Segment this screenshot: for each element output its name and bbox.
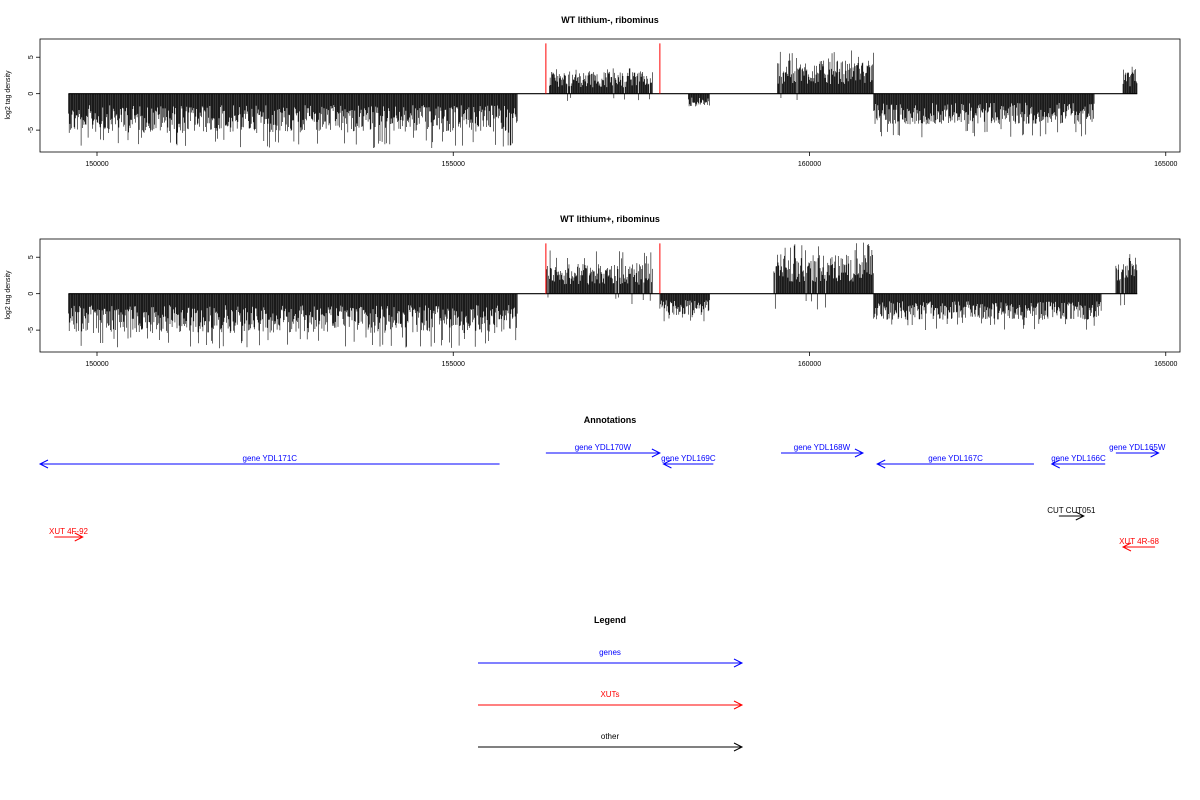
legend-title: Legend: [594, 615, 626, 625]
feature-arrow: [38, 459, 500, 469]
annotation-feature[interactable]: XUT 4F-92: [49, 527, 89, 542]
feature-label: gene YDL171C: [243, 454, 298, 463]
feature-label: gene YDL168W: [794, 443, 851, 452]
feature-arrow: [1058, 511, 1085, 521]
feature-arrow: [54, 532, 84, 542]
density-bar-series: [68, 50, 1138, 149]
feature-label: XUT 4R-68: [1119, 537, 1159, 546]
legend-arrow: [478, 742, 744, 752]
feature-arrow: [1121, 542, 1156, 552]
annotation-feature[interactable]: XUT 4R-68: [1119, 537, 1160, 552]
feature-arrow: [662, 459, 714, 469]
y-tick-label: 5: [28, 255, 35, 259]
feature-arrow: [876, 459, 1034, 469]
density-bars: [68, 242, 1138, 349]
plot-frame: [39, 38, 1181, 153]
legend-items: genes XUTs other: [478, 648, 744, 752]
x-tick-label: 160000: [798, 361, 821, 368]
x-tick-label: 160000: [798, 161, 821, 168]
legend-arrow: [478, 700, 744, 710]
panel-lithium-plus: WT lithium+, ribominus log2 tag density …: [5, 214, 1181, 368]
feature-arrow: [1115, 448, 1160, 458]
legend-label: other: [601, 732, 620, 741]
annotation-feature[interactable]: CUT CUT051: [1047, 506, 1096, 521]
x-tick-label: 150000: [85, 161, 108, 168]
x-tick-label: 165000: [1154, 161, 1177, 168]
feature-label: XUT 4F-92: [49, 527, 89, 536]
y-axis-label: log2 tag density: [5, 70, 12, 120]
legend-item-gene: genes: [478, 648, 744, 668]
panel-title: WT lithium+, ribominus: [560, 214, 660, 224]
feature-arrow: [1050, 459, 1106, 469]
legend-item-xut: XUTs: [478, 690, 744, 710]
y-axis-ticks: -5 0 5: [28, 255, 40, 333]
y-axis-label: log2 tag density: [5, 270, 12, 320]
y-tick-label: 0: [28, 292, 35, 296]
legend-label: XUTs: [600, 690, 619, 699]
feature-label: gene YDL166C: [1051, 454, 1106, 463]
annotation-feature[interactable]: gene YDL167C: [876, 454, 1034, 469]
panel-title: WT lithium-, ribominus: [561, 15, 659, 25]
legend-item-other: other: [478, 732, 744, 752]
y-tick-label: 0: [28, 92, 35, 96]
x-tick-label: 165000: [1154, 361, 1177, 368]
x-tick-label: 150000: [85, 361, 108, 368]
feature-arrow: [781, 448, 865, 458]
legend-label: genes: [599, 648, 621, 657]
panel-lithium-minus: WT lithium-, ribominus log2 tag density …: [5, 15, 1181, 168]
legend: Legend genes XUTs other: [478, 615, 744, 752]
feature-arrow: [545, 448, 661, 458]
y-axis-ticks: -5 0 5: [28, 55, 40, 133]
plot-frame: [39, 238, 1181, 353]
annotation-feature[interactable]: gene YDL171C: [38, 454, 500, 469]
y-tick-label: -5: [28, 127, 35, 133]
density-bar-series: [68, 242, 1138, 349]
x-axis-ticks: 150000 155000 160000 165000: [85, 152, 1178, 168]
annotation-feature[interactable]: gene YDL165W: [1109, 443, 1166, 458]
legend-arrow: [478, 658, 744, 668]
x-tick-label: 155000: [442, 361, 465, 368]
annotation-features: gene YDL171C gene YDL170W gene YDL169C gene…: [38, 443, 1166, 552]
feature-label: gene YDL167C: [928, 454, 983, 463]
feature-label: gene YDL169C: [661, 454, 716, 463]
density-bars: [68, 43, 1138, 149]
feature-label: CUT CUT051: [1047, 506, 1096, 515]
annotations-title: Annotations: [584, 415, 637, 425]
annotation-feature[interactable]: gene YDL166C: [1050, 454, 1106, 469]
x-tick-label: 155000: [442, 161, 465, 168]
y-tick-label: -5: [28, 327, 35, 333]
feature-label: gene YDL170W: [575, 443, 632, 452]
annotation-feature[interactable]: gene YDL168W: [781, 443, 865, 458]
annotation-feature[interactable]: gene YDL169C: [661, 454, 716, 469]
annotation-feature[interactable]: gene YDL170W: [545, 443, 661, 458]
y-tick-label: 5: [28, 55, 35, 59]
feature-label: gene YDL165W: [1109, 443, 1166, 452]
x-axis-ticks: 150000 155000 160000 165000: [85, 352, 1178, 368]
